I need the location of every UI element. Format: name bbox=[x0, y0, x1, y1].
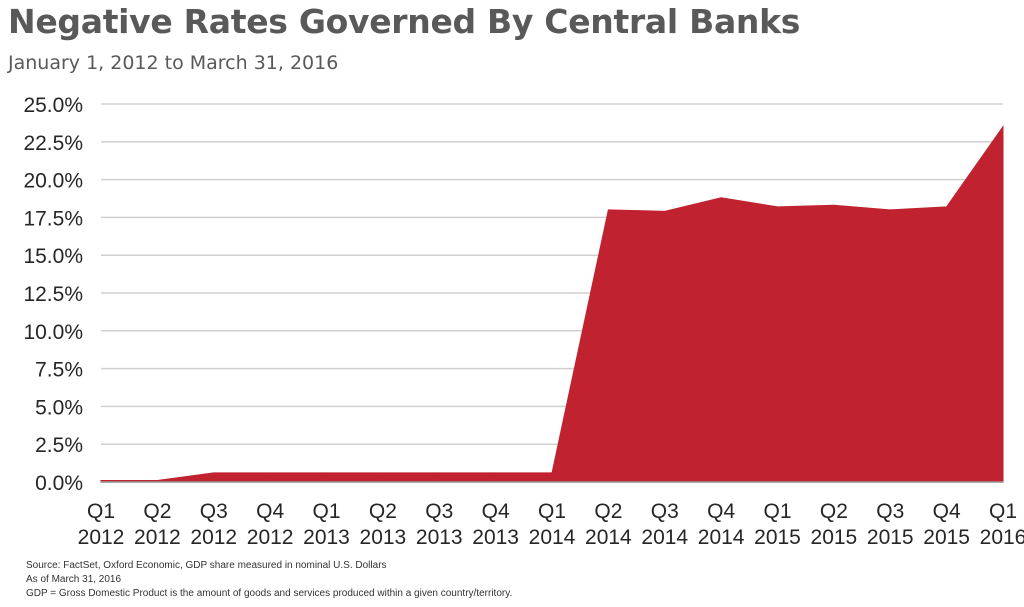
chart-notes: Source: FactSet, Oxford Economic, GDP sh… bbox=[26, 559, 512, 601]
data-point bbox=[326, 472, 327, 474]
x-tick-label: Q2 2012 bbox=[134, 500, 181, 549]
x-tick-label: Q3 2012 bbox=[190, 500, 237, 549]
chart-title: Negative Rates Governed By Central Banks bbox=[8, 2, 801, 41]
y-tick-label: 0.0% bbox=[35, 472, 83, 495]
y-tick-label: 10.0% bbox=[23, 321, 83, 344]
x-tick-label: Q4 2013 bbox=[472, 500, 519, 549]
y-tick-label: 20.0% bbox=[23, 170, 83, 193]
data-point bbox=[889, 209, 891, 211]
y-tick-label: 5.0% bbox=[35, 396, 83, 419]
x-tick-label: Q1 2014 bbox=[529, 500, 576, 549]
data-point bbox=[946, 206, 948, 208]
x-tick-label: Q3 2014 bbox=[641, 500, 688, 549]
x-tick-label: Q1 2013 bbox=[303, 500, 350, 549]
data-point bbox=[382, 472, 384, 474]
data-point bbox=[438, 472, 440, 474]
data-point bbox=[213, 472, 215, 474]
data-point bbox=[100, 479, 102, 481]
data-point bbox=[1002, 126, 1004, 128]
data-point bbox=[833, 204, 835, 206]
y-tick-label: 12.5% bbox=[23, 283, 83, 306]
y-tick-label: 25.0% bbox=[23, 94, 83, 117]
area-chart: 0.0% 2.5% 5.0% 7.5% 10.0% 12.5% 15.0% 17.5% 20.0… bbox=[23, 94, 1024, 549]
x-tick-label: Q2 2014 bbox=[585, 500, 632, 549]
source-note: Source: FactSet, Oxford Economic, GDP sh… bbox=[26, 560, 387, 571]
y-tick-label: 22.5% bbox=[23, 132, 83, 155]
gdp-definition-note: GDP = Gross Domestic Product is the amou… bbox=[26, 588, 513, 599]
data-point bbox=[269, 472, 271, 474]
x-tick-label: Q4 2015 bbox=[923, 500, 970, 549]
data-point bbox=[551, 472, 553, 474]
x-tick-label: Q1 2012 bbox=[78, 500, 125, 549]
data-point bbox=[720, 197, 722, 199]
x-tick-label: Q3 2015 bbox=[867, 500, 914, 549]
x-tick-label: Q3 2013 bbox=[416, 500, 463, 549]
x-tick-label: Q2 2015 bbox=[811, 500, 858, 549]
x-tick-label: Q1 2015 bbox=[754, 500, 801, 549]
y-tick-label: 7.5% bbox=[35, 359, 83, 382]
x-tick-label: Q2 2013 bbox=[360, 500, 407, 549]
y-tick-label: 17.5% bbox=[23, 207, 83, 230]
data-point bbox=[495, 472, 497, 474]
y-tick-label: 2.5% bbox=[35, 434, 83, 457]
x-tick-label: Q4 2012 bbox=[247, 500, 294, 549]
as-of-note: As of March 31, 2016 bbox=[26, 574, 122, 585]
x-tick-label: Q1 2016 bbox=[980, 500, 1024, 549]
x-tick-label: Q4 2014 bbox=[698, 500, 745, 549]
chart-subtitle: January 1, 2012 to March 31, 2016 bbox=[8, 52, 339, 74]
data-point bbox=[777, 206, 778, 208]
area-series bbox=[100, 125, 1004, 483]
data-point bbox=[156, 479, 158, 481]
data-point bbox=[664, 210, 666, 212]
y-tick-label: 15.0% bbox=[23, 245, 83, 268]
data-point bbox=[607, 209, 609, 211]
